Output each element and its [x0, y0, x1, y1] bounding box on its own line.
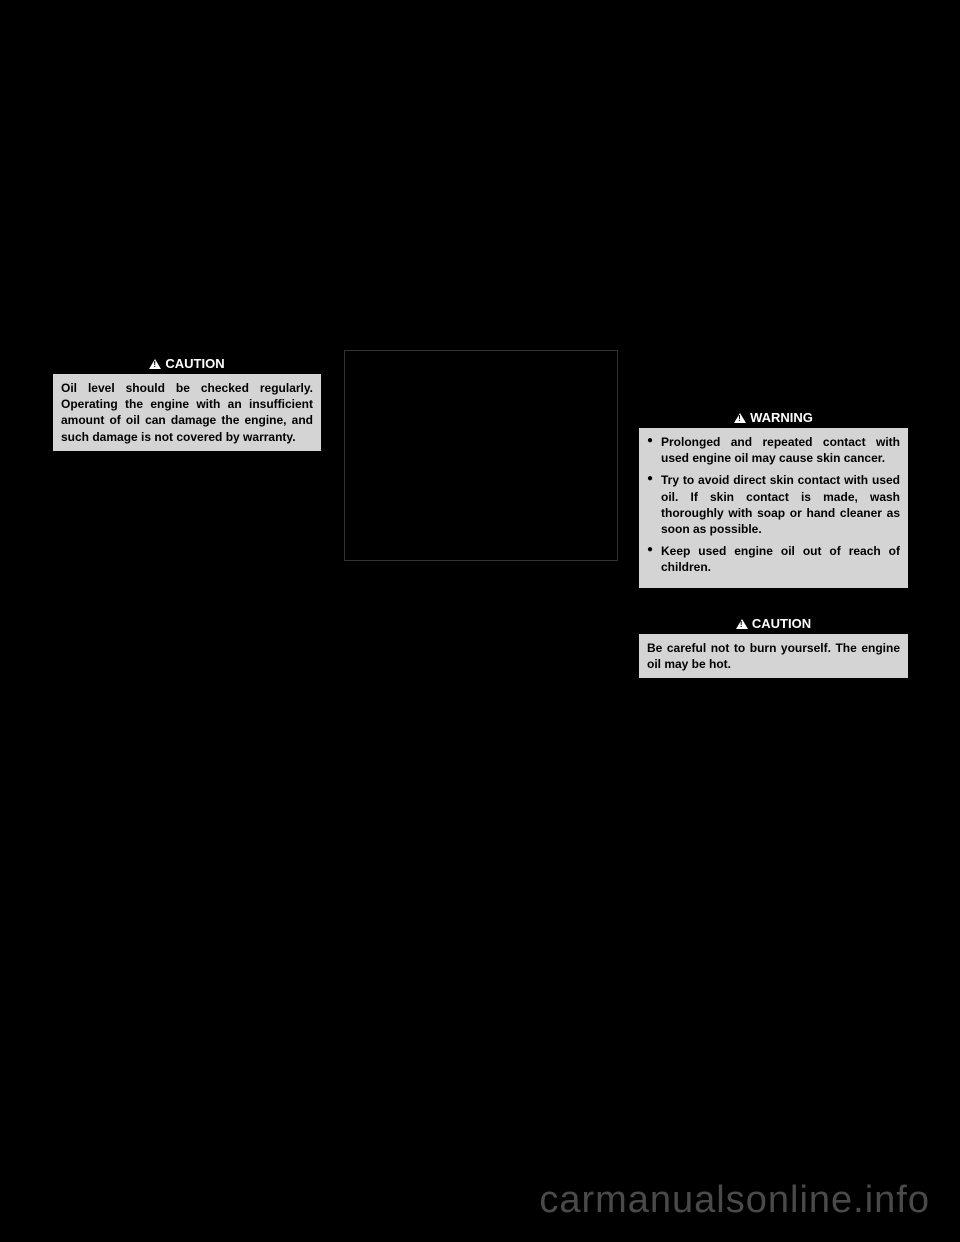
warning-box-engine-oil: WARNING Prolonged and repeated contact w… [637, 405, 910, 590]
caution-box-oil-level: CAUTION Oil level should be checked regu… [51, 351, 323, 453]
warning-label: WARNING [750, 410, 813, 425]
warning-item: Keep used engine oil out of reach of chi… [647, 543, 900, 575]
caution-body: Oil level should be checked regularly. O… [53, 374, 321, 451]
warning-header: WARNING [639, 407, 908, 428]
warning-triangle-icon [734, 413, 746, 423]
warning-triangle-icon [149, 359, 161, 369]
caution-header: CAUTION [53, 353, 321, 374]
watermark-text: carmanualsonline.info [539, 1179, 930, 1222]
caution-body: Be careful not to burn yourself. The eng… [639, 634, 908, 678]
warning-item: Try to avoid direct skin contact with us… [647, 472, 900, 537]
warning-triangle-icon [736, 619, 748, 629]
caution-label: CAUTION [165, 356, 224, 371]
engine-diagram-placeholder [344, 350, 618, 561]
warning-list: Prolonged and repeated contact with used… [647, 434, 900, 576]
warning-body: Prolonged and repeated contact with used… [639, 428, 908, 588]
caution-box-burn: CAUTION Be careful not to burn yourself.… [637, 611, 910, 680]
caution-header: CAUTION [639, 613, 908, 634]
warning-item: Prolonged and repeated contact with used… [647, 434, 900, 466]
caution-label: CAUTION [752, 616, 811, 631]
